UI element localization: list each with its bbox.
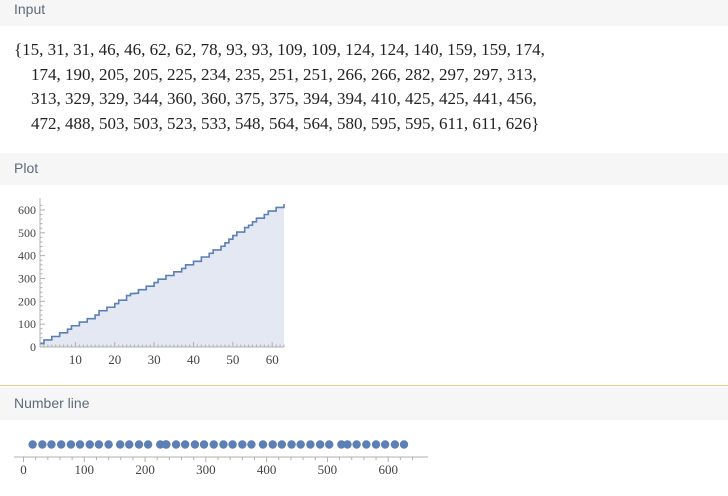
input-line: {15, 31, 31, 46, 46, 62, 62, 78, 93, 93,… <box>14 40 545 59</box>
input-pod-header: Input <box>0 0 728 26</box>
numberline-pod-header: Number line <box>0 388 728 420</box>
plot-x-tick-label: 20 <box>108 352 121 367</box>
number-line-point <box>247 440 256 449</box>
plot-x-tick-label: 10 <box>69 352 82 367</box>
plot-x-tick-label: 50 <box>226 352 239 367</box>
number-line-point <box>56 440 66 449</box>
plot-y-tick-label: 400 <box>18 249 36 263</box>
number-line-point <box>296 440 305 449</box>
input-pod-title: Input <box>14 1 46 17</box>
number-line-point <box>94 440 104 449</box>
number-line-tick-label: 0 <box>20 462 27 477</box>
number-line-tick-label: 300 <box>196 462 216 477</box>
number-line-point <box>352 440 361 449</box>
input-line: 313, 329, 329, 344, 360, 360, 375, 375, … <box>31 89 537 108</box>
number-line-point <box>399 440 409 449</box>
plot-y-tick-label: 0 <box>30 340 36 354</box>
number-line-point <box>337 440 346 449</box>
number-line-point <box>228 440 237 449</box>
plot-y-tick-label: 100 <box>18 317 36 331</box>
number-line-point <box>380 440 390 449</box>
number-line-point <box>343 440 352 449</box>
number-line-point <box>258 440 268 449</box>
number-line-point <box>125 440 134 449</box>
number-line-point <box>315 440 325 449</box>
number-line-point <box>190 440 200 449</box>
number-line-point <box>306 440 315 449</box>
plot-y-tick-label: 300 <box>18 271 36 285</box>
plot-y-tick-label: 500 <box>18 226 36 240</box>
plot-y-tick-label: 600 <box>18 203 36 217</box>
number-line-tick-label: 100 <box>75 462 95 477</box>
number-line-point <box>143 440 153 449</box>
number-line-chart: 0 100 200 300 400 500 600 <box>14 440 428 477</box>
plot-x-tick-label: 60 <box>266 352 279 367</box>
number-line-tick-label: 200 <box>135 462 155 477</box>
number-line-point <box>238 440 247 449</box>
number-line-tick-label: 500 <box>318 462 338 477</box>
number-line-point <box>115 440 125 449</box>
number-line-point <box>28 440 37 449</box>
number-line-point <box>38 440 47 449</box>
number-line-point <box>219 440 228 449</box>
plot-pod-title: Plot <box>14 160 39 176</box>
plot-x-tick-label: 30 <box>148 352 161 367</box>
number-line-point <box>268 440 277 449</box>
number-line-tick-label: 400 <box>257 462 277 477</box>
input-line: 472, 488, 503, 503, 523, 533, 548, 564, … <box>31 113 540 133</box>
number-line-point <box>104 440 113 449</box>
plot-pod-header: Plot <box>0 153 728 185</box>
input-line: 174, 190, 205, 205, 225, 234, 235, 251, … <box>31 64 537 84</box>
number-line-point <box>85 440 94 449</box>
number-line-point <box>287 440 296 449</box>
plot-x-tick-label: 40 <box>187 352 200 367</box>
plot-series-line <box>40 204 285 345</box>
number-line-point <box>75 440 85 449</box>
number-line-point <box>134 440 144 449</box>
number-line-point <box>47 440 56 449</box>
plot-y-tick-label: 200 <box>18 294 36 308</box>
number-line-point <box>277 440 287 449</box>
numberline-pod-title: Number line <box>14 395 90 411</box>
input-expression: {15, 31, 31, 46, 46, 62, 62, 78, 93, 93,… <box>14 38 714 136</box>
number-line-point <box>209 440 218 449</box>
number-line-point <box>390 440 400 449</box>
number-line-point <box>66 440 76 449</box>
number-line-point <box>362 440 371 449</box>
number-line-point <box>199 440 209 449</box>
number-line-point <box>180 440 190 449</box>
number-line-point <box>371 440 381 449</box>
number-line-point <box>325 440 334 449</box>
number-line-point <box>171 440 181 449</box>
number-line-point <box>162 440 171 449</box>
pod-divider <box>0 385 728 386</box>
number-line-tick-label: 600 <box>378 462 398 477</box>
